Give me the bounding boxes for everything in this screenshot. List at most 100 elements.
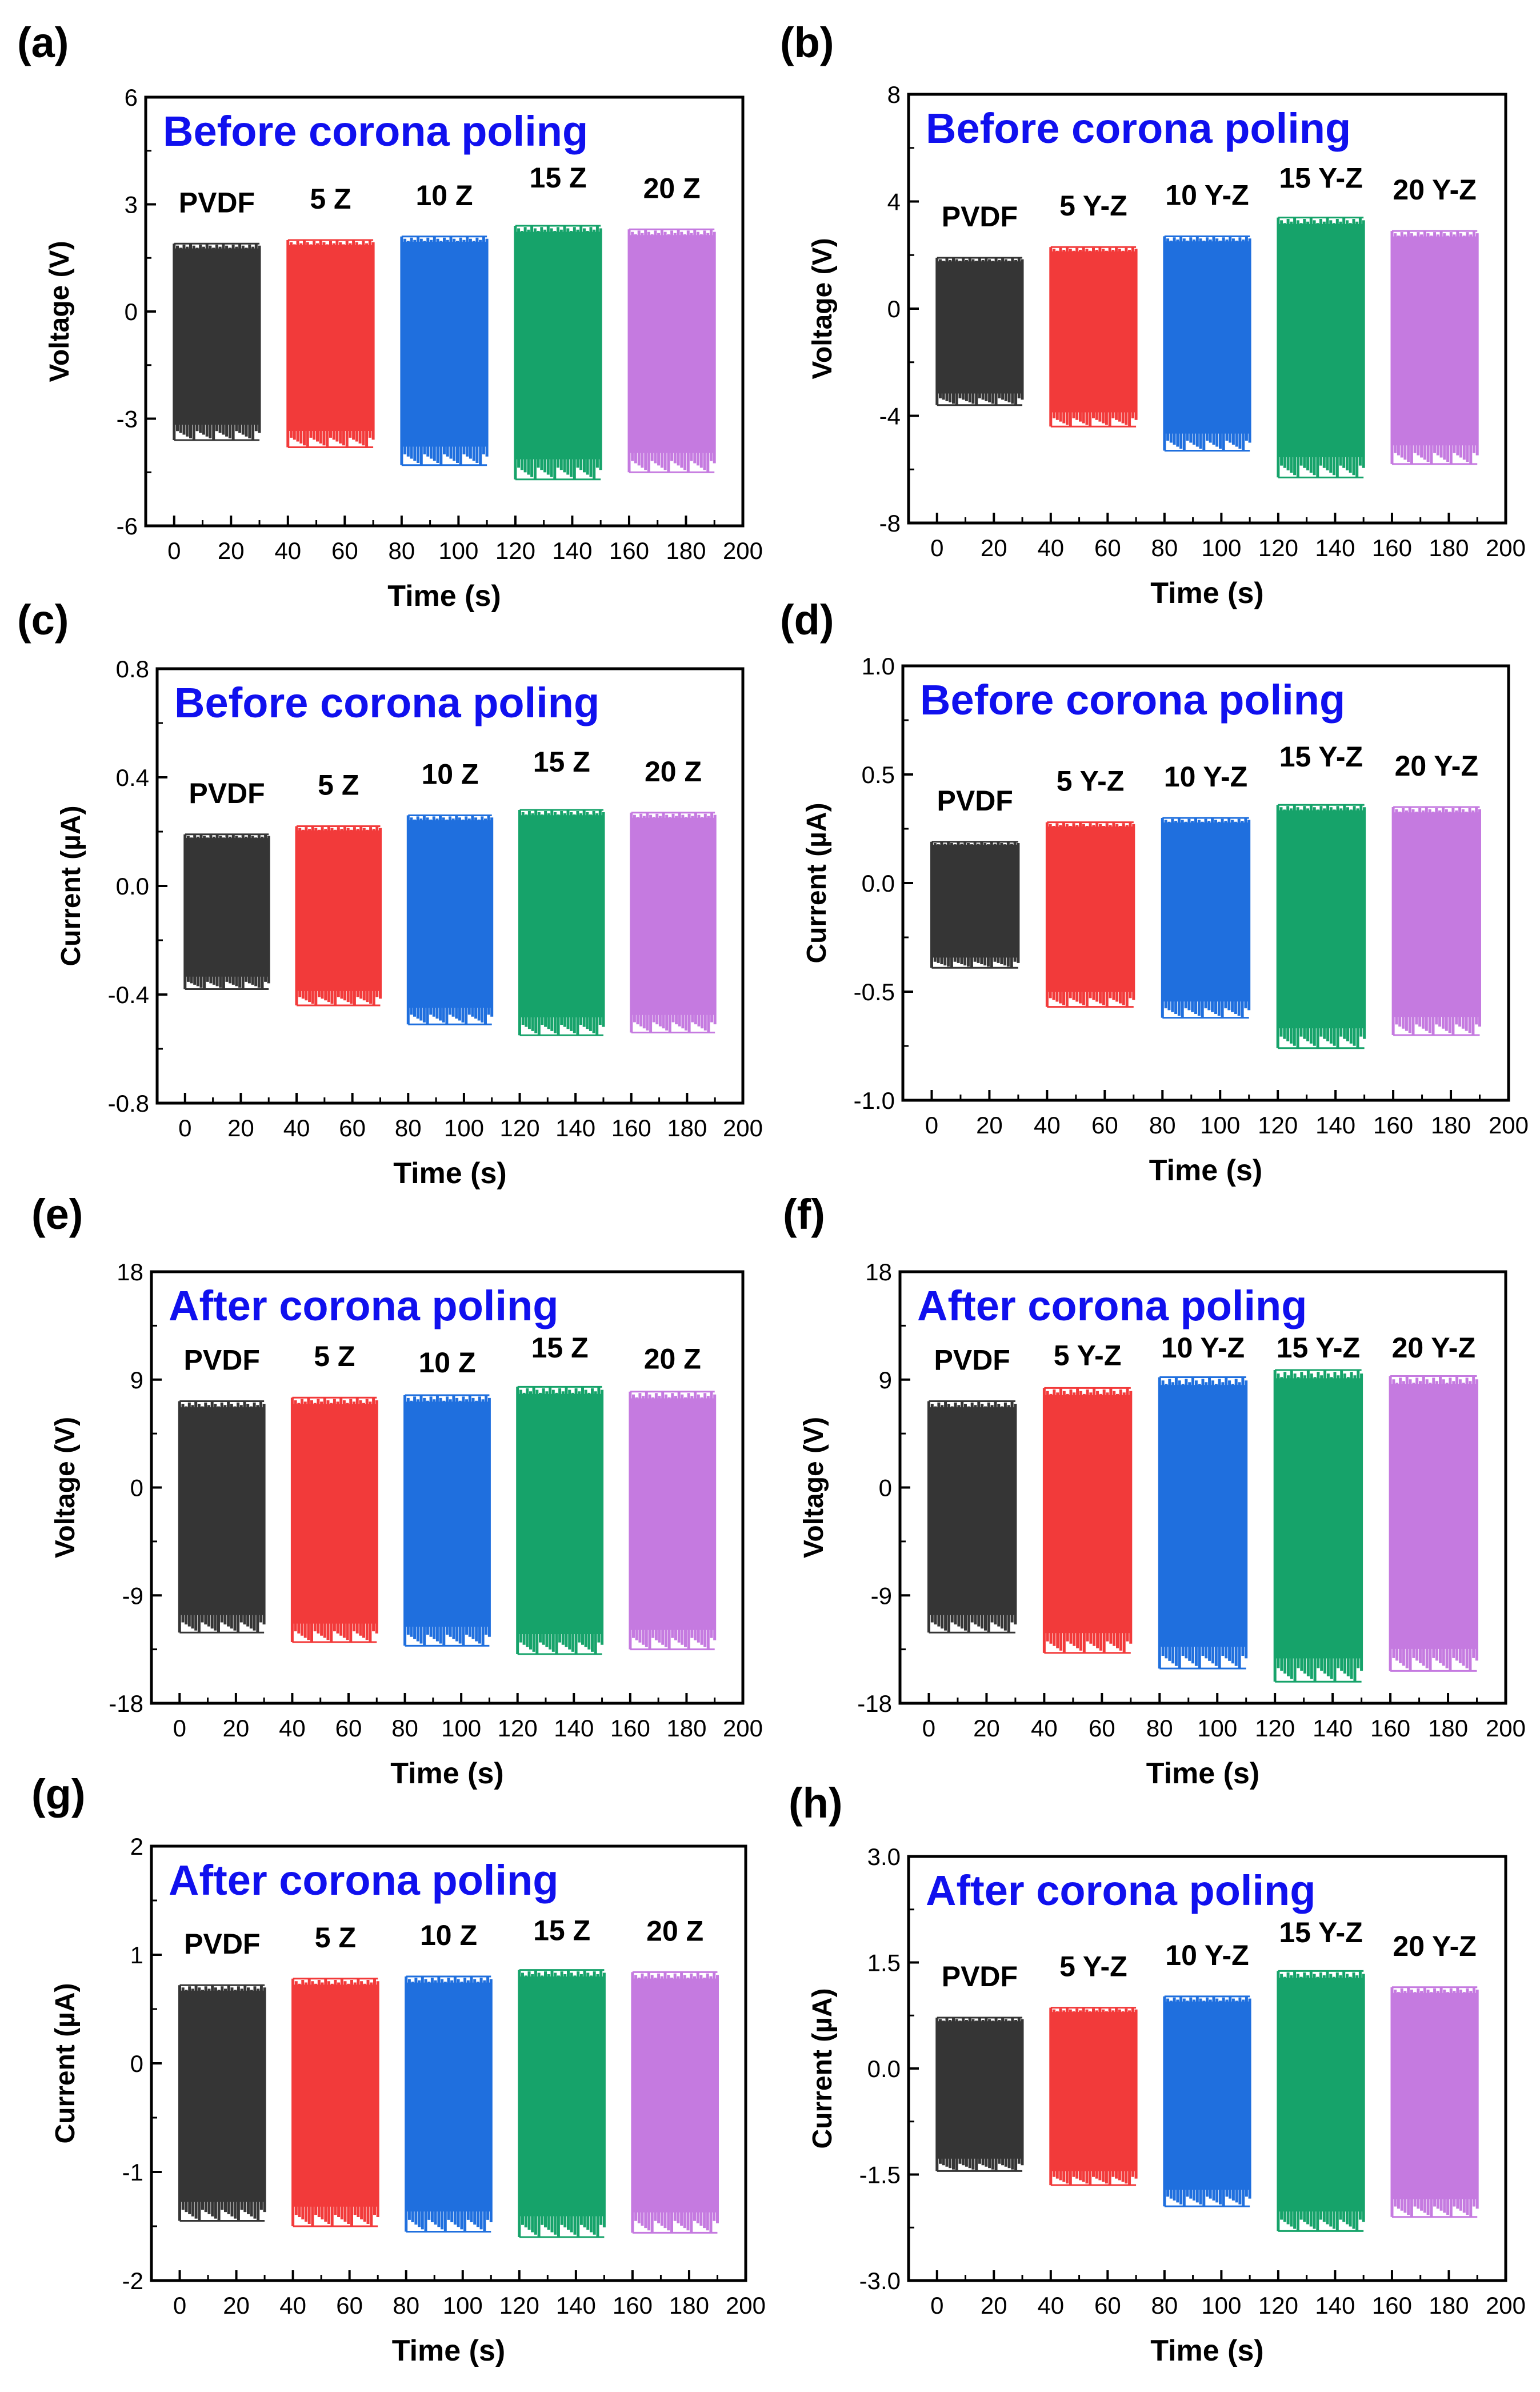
y-tick-label: 0 [879,1475,892,1502]
y-tick-label: 6 [125,84,138,111]
x-tick-label: 100 [441,1715,481,1742]
series-5-y-z [1045,821,1135,1008]
x-tick-label: 180 [1429,534,1469,561]
y-tick-label: 0 [130,2050,143,2077]
x-tick-label: 40 [283,1115,310,1141]
x-tick-label: 0 [922,1715,935,1742]
x-tick-label: 40 [1034,1112,1061,1139]
x-tick-label: 140 [555,1115,595,1141]
series-spikes [1389,1376,1478,1671]
series-label: 15 Z [531,1332,589,1364]
panel-g: (g)PVDF 5 Z 10 Z 15 Z 20 Z0 20 40 60 80 100 120 140… [31,1771,766,2367]
x-tick-label: 160 [1372,2292,1412,2319]
panel-label: (h) [789,1779,843,1827]
series-pvdf [935,257,1024,406]
series-label: 15 Z [530,162,587,194]
series-spikes [1276,805,1366,1048]
x-tick-label: 20 [222,1715,249,1742]
x-tick-label: 120 [498,1715,538,1742]
series-spikes [1161,818,1251,1018]
y-tick-label: 9 [879,1367,892,1393]
x-tick-label: 180 [666,1715,706,1742]
x-tick-label: 120 [1258,1112,1298,1139]
y-tick-label: 0.4 [116,764,149,791]
x-tick-label: 20 [223,2292,250,2319]
series-spikes [631,1972,719,2233]
x-tick-label: 0 [930,534,943,561]
x-tick-label: 200 [723,537,763,564]
series-10-y-z [1158,1376,1248,1670]
series-pvdf [183,833,270,990]
y-axis-label: Current (µA) [807,1988,838,2149]
series-label: 20 Z [645,756,702,788]
x-tick-label: 120 [1258,2292,1298,2319]
x-tick-label: 140 [1315,1112,1355,1139]
y-tick-label: -18 [857,1690,892,1717]
y-tick-label: 0.0 [867,2055,901,2082]
y-tick-label: -3 [117,406,138,433]
series-pvdf [173,242,261,441]
series-pvdf [927,1400,1017,1634]
series-spikes [627,229,716,473]
series-pvdf [935,2016,1024,2172]
series-label: 5 Z [315,1922,356,1954]
x-tick-label: 200 [1486,1715,1526,1742]
series-pvdf [930,841,1020,969]
y-tick-label: -1.0 [854,1087,895,1114]
series-label: PVDF [937,785,1013,817]
y-tick-label: 1.5 [867,1950,901,1976]
y-axis-label: Voltage (V) [50,1417,81,1558]
series-5-y-z [1042,1387,1133,1654]
x-tick-label: 160 [613,2292,653,2319]
x-tick-label: 0 [925,1112,938,1139]
series-spikes [1163,236,1251,451]
x-tick-label: 60 [1094,2292,1121,2319]
x-tick-label: 200 [723,1115,763,1141]
y-tick-label: -4 [879,403,901,430]
series-15-y-z [1277,1970,1365,2232]
series-spikes [178,1401,266,1633]
series-label: 20 Z [646,1915,703,1947]
y-axis-label: Voltage (V) [807,238,838,379]
x-tick-label: 80 [388,537,415,564]
x-axis-label: Time (s) [393,1157,506,1190]
series-spikes [518,810,605,1036]
x-tick-label: 60 [335,1715,362,1742]
series-spikes [403,1395,491,1646]
x-axis-label: Time (s) [1150,577,1263,610]
chart-title: Before corona poling [920,676,1345,724]
series-10-y-z [1163,1995,1251,2207]
x-tick-label: 60 [1089,1715,1115,1742]
series-spikes [290,1397,378,1642]
chart-title: Before corona poling [174,679,599,726]
series-10-z [400,235,489,466]
series-spikes [1277,1971,1365,2231]
series-label: 15 Z [533,1915,590,1947]
series-spikes [291,1978,379,2226]
x-tick-label: 0 [167,537,181,564]
x-tick-label: 0 [173,2292,186,2319]
x-tick-label: 200 [723,1715,763,1742]
series-spikes [1390,231,1479,464]
y-tick-label: -1.5 [859,2162,901,2189]
y-tick-label: 3.0 [867,1843,901,1870]
series-label: 10 Z [421,758,478,790]
x-tick-label: 100 [1201,534,1241,561]
series-label: 5 Y-Z [1059,190,1127,222]
y-tick-label: 1 [130,1942,143,1968]
y-axis-label: Current (µA) [802,803,832,964]
x-tick-label: 60 [339,1115,366,1141]
x-tick-label: 140 [1315,2292,1355,2319]
series-label: 20 Z [644,1343,701,1375]
x-tick-label: 140 [552,537,592,564]
x-axis-label: Time (s) [392,2334,505,2367]
panel-label: (e) [31,1191,83,1238]
x-tick-label: 60 [1094,534,1121,561]
y-tick-label: 0.0 [116,873,149,900]
series-5-z [295,825,382,1007]
x-axis-label: Time (s) [1146,1757,1259,1790]
x-tick-label: 100 [444,1115,484,1141]
series-spikes [927,1401,1017,1633]
series-spikes [295,826,382,1005]
series-label: 10 Y-Z [1161,1332,1245,1364]
